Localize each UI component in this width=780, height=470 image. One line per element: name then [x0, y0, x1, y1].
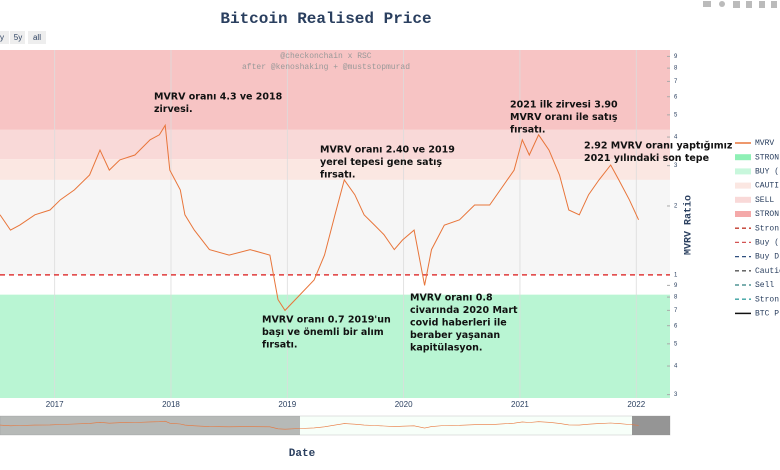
y2-tick-label: 5 — [674, 341, 678, 347]
annotation: MVRV oranı 4.3 ve 2018 — [154, 92, 283, 103]
legend-swatch — [735, 154, 751, 161]
range-button[interactable] — [28, 31, 46, 44]
y2-tick-label: 7 — [674, 79, 678, 85]
annotation: beraber yaşanan — [410, 330, 500, 341]
annotation: başı ve önemli bir alım — [262, 327, 384, 338]
legend-label: CAUTI — [755, 182, 779, 191]
x-tick-label: 2021 — [511, 400, 529, 409]
legend-label: BUY ( — [755, 168, 779, 177]
legend-label: Buy D — [755, 253, 779, 262]
y2-tick-label: 3 — [674, 163, 678, 169]
modebar-icon[interactable] — [771, 1, 777, 8]
y2-tick-label: 8 — [674, 66, 678, 72]
annotation: MVRV oranı 0.8 — [410, 293, 493, 304]
modebar — [703, 1, 777, 8]
y2-axis-title: MVRV Ratio — [683, 195, 695, 255]
annotation: 2021 ilk zirvesi 3.90 — [510, 100, 618, 111]
range-button-label: 5y — [14, 33, 22, 42]
y2-tick-label: 4 — [674, 364, 678, 370]
watermark: after @kenoshaking + @muststopmurad — [242, 63, 410, 72]
legend-label: Cautio — [755, 267, 780, 276]
chart-title: Bitcoin Realised Price — [220, 10, 431, 28]
legend-label: Sell — [755, 281, 774, 290]
legend-swatch — [735, 182, 751, 189]
annotation: zirvesi. — [154, 104, 193, 115]
x-tick-label: 2019 — [278, 400, 296, 409]
modebar-icon[interactable] — [703, 1, 711, 7]
y2-tick-label: 2 — [674, 204, 678, 210]
zone-band — [0, 179, 670, 275]
annotation: fırsatı. — [510, 125, 546, 136]
x-tick-label: 2022 — [627, 400, 645, 409]
y2-tick-label: 8 — [674, 295, 678, 301]
legend-label: Buy ( — [755, 239, 779, 248]
y2-tick-label: 9 — [674, 283, 678, 289]
modebar-icon[interactable] — [733, 1, 740, 8]
legend-label: SELL — [755, 196, 774, 205]
range-button[interactable] — [0, 31, 9, 44]
annotation: fırsatı. — [320, 170, 356, 181]
range-button[interactable] — [10, 31, 25, 44]
zone-band — [0, 129, 670, 160]
modebar-icon[interactable] — [746, 1, 752, 8]
y2-tick-label: 4 — [674, 135, 678, 141]
range-slider-mask — [632, 416, 670, 435]
annotation: kapitülasyon. — [410, 343, 483, 354]
range-button-label: y — [0, 33, 4, 42]
watermark: @checkonchain x RSC — [280, 52, 371, 61]
legend-swatch — [735, 211, 751, 217]
x-axis-title: Date — [289, 448, 316, 460]
annotation: fırsatı. — [262, 340, 298, 351]
annotation: yerel tepesi gene satış — [320, 157, 442, 168]
y2-tick-label: 9 — [674, 54, 678, 60]
zone-band — [0, 159, 670, 180]
y2-tick-label: 6 — [674, 94, 678, 100]
annotation: civarında 2020 Mart — [410, 305, 518, 316]
legend-label: Stron — [755, 295, 779, 304]
annotation: 2.92 MVRV oranı yaptığımız — [584, 141, 733, 152]
series-line — [0, 123, 640, 312]
x-tick-label: 2017 — [46, 400, 64, 409]
annotation: MVRV oranı ile satış — [510, 112, 618, 123]
range-slider-mask — [0, 416, 300, 435]
legend-label: Stron — [755, 224, 779, 233]
legend-swatch — [735, 168, 751, 175]
zone-band — [0, 294, 670, 398]
annotation: covid haberleri ile — [410, 318, 507, 329]
range-button-label: all — [33, 33, 41, 42]
annotation: 2021 yılındaki son tepe — [584, 153, 709, 164]
legend-swatch — [735, 196, 751, 203]
annotation: MVRV oranı 0.7 2019'un — [262, 315, 391, 326]
annotation: MVRV oranı 2.40 ve 2019 — [320, 145, 455, 156]
y2-tick-label: 1 — [674, 272, 678, 278]
x-tick-label: 2018 — [162, 400, 180, 409]
legend-label: STRON — [755, 153, 779, 162]
y2-tick-label: 5 — [674, 112, 678, 118]
legend-label: STRON — [755, 210, 779, 219]
y2-tick-label: 7 — [674, 308, 678, 314]
modebar-icon[interactable] — [759, 1, 765, 8]
range-slider-line — [0, 420, 639, 430]
legend-label: MVRV — [755, 139, 774, 148]
legend-label: BTC P — [755, 310, 779, 319]
modebar-icon[interactable] — [719, 1, 725, 7]
y2-tick-label: 6 — [674, 323, 678, 329]
zone-band — [0, 50, 670, 130]
y2-tick-label: 3 — [674, 392, 678, 398]
x-tick-label: 2020 — [395, 400, 413, 409]
